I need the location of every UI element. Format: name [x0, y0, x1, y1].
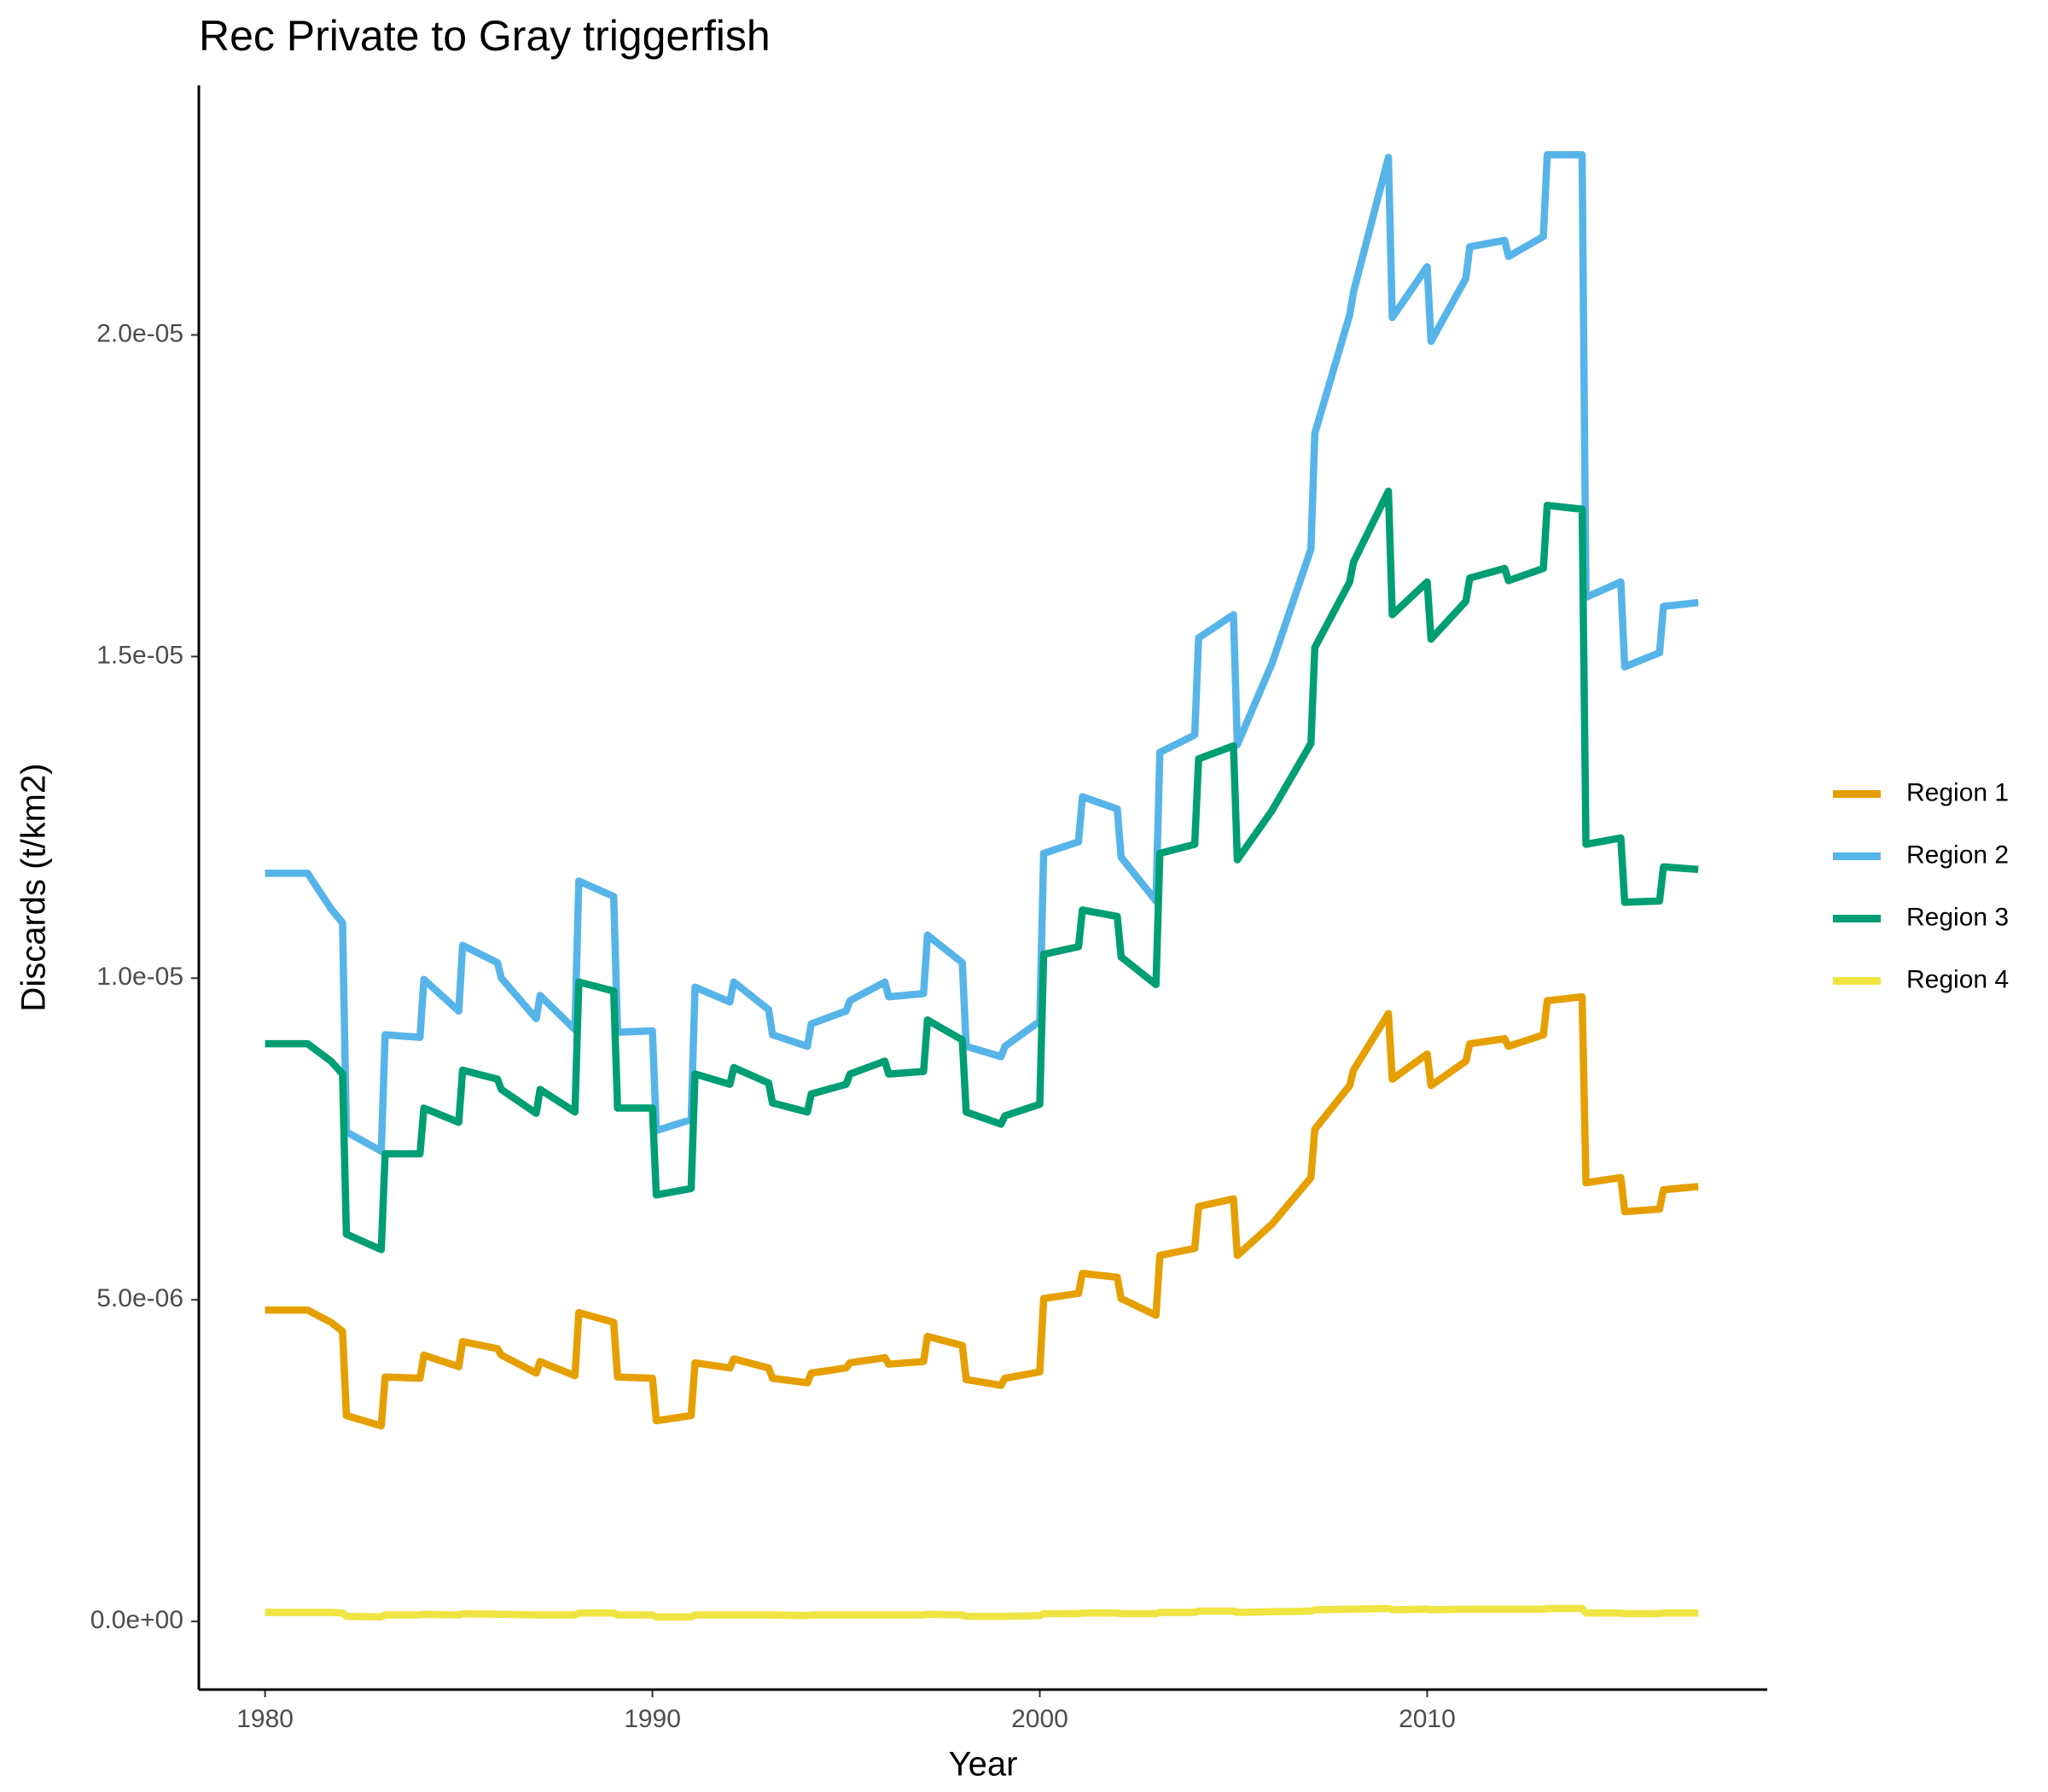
x-tick-label: 1990 — [624, 1705, 681, 1733]
y-tick-label: 1.5e-05 — [96, 641, 183, 669]
y-tick-label: 0.0e+00 — [90, 1606, 183, 1634]
x-tick-label: 2000 — [1011, 1705, 1068, 1733]
legend-label: Region 1 — [1906, 778, 2009, 806]
y-tick-label: 2.0e-05 — [96, 319, 183, 347]
series-line — [265, 151, 1699, 1155]
series-line — [265, 487, 1699, 1254]
y-axis-title: Discards (t/km2) — [15, 763, 53, 1011]
chart-title: Rec Private to Gray triggerfish — [199, 12, 771, 60]
series-line — [265, 1604, 1699, 1621]
legend-label: Region 3 — [1906, 903, 2009, 931]
series-line — [265, 992, 1699, 1430]
legend-label: Region 4 — [1906, 965, 2009, 993]
x-tick-label: 1980 — [236, 1705, 294, 1733]
y-tick-label: 1.0e-05 — [96, 963, 183, 991]
legend-label: Region 2 — [1906, 841, 2009, 869]
x-axis-title: Year — [949, 1746, 1018, 1783]
y-tick-label: 5.0e-06 — [96, 1284, 183, 1312]
x-tick-label: 2010 — [1399, 1705, 1456, 1733]
